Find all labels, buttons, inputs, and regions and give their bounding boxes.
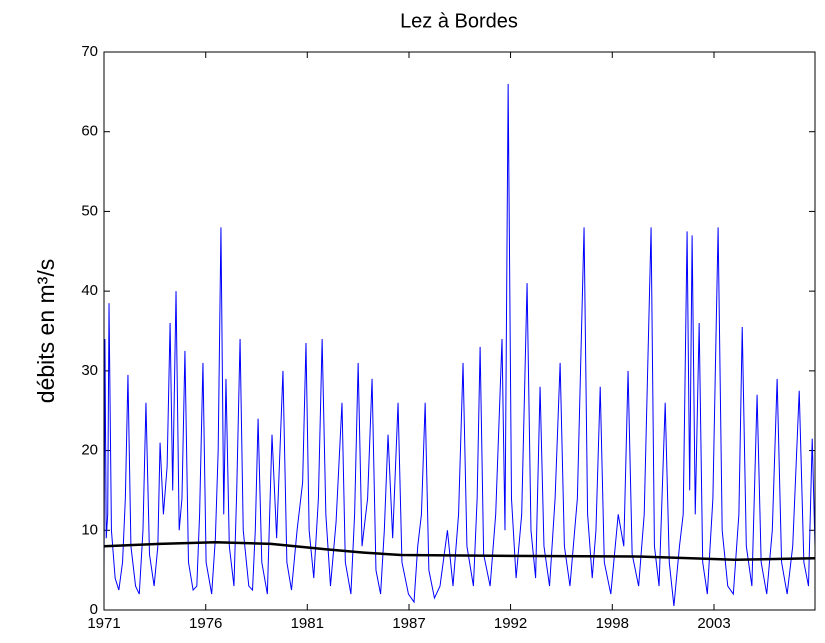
x-tick-label: 1992 xyxy=(494,615,527,632)
x-tick-label: 2003 xyxy=(697,615,730,632)
y-tick-label: 20 xyxy=(81,442,98,459)
y-tick-label: 60 xyxy=(81,123,98,140)
x-tick-label: 1981 xyxy=(291,615,324,632)
y-tick-label: 50 xyxy=(81,202,98,219)
y-axis-label: débits en m³/s xyxy=(33,259,59,403)
x-tick-label: 1987 xyxy=(392,615,425,632)
series-line xyxy=(103,540,816,562)
y-tick-label: 30 xyxy=(81,362,98,379)
chart-title: Lez à Bordes xyxy=(400,10,518,32)
y-tick-label: 0 xyxy=(90,601,98,618)
y-tick-label: 10 xyxy=(81,521,98,538)
y-tick-label: 40 xyxy=(81,282,98,299)
x-tick-label: 1971 xyxy=(87,615,120,632)
series-line xyxy=(103,83,816,607)
x-tick-label: 1976 xyxy=(189,615,222,632)
plot-frame xyxy=(103,51,816,611)
y-tick-label: 70 xyxy=(81,43,98,60)
x-tick-label: 1998 xyxy=(596,615,629,632)
